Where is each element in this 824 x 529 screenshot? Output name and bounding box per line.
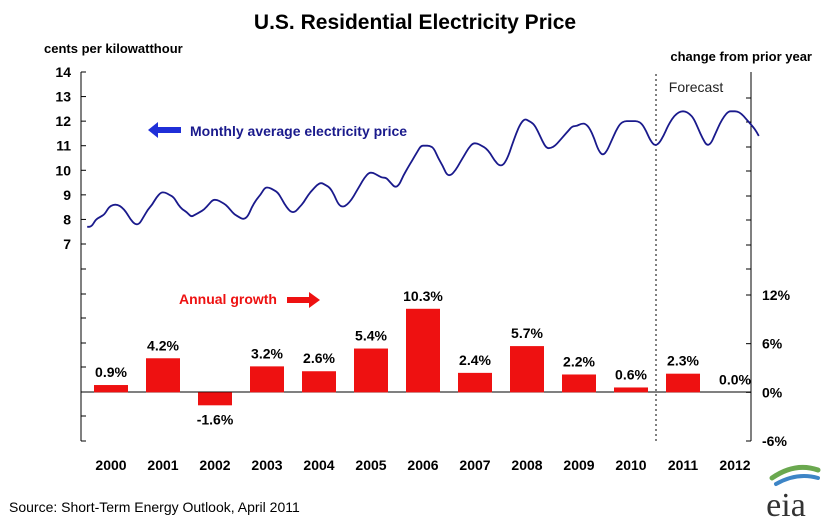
left-tick-label: 9 (63, 187, 71, 203)
growth-bar (614, 387, 648, 393)
growth-bar-label: 10.3% (403, 288, 443, 304)
year-label: 2005 (355, 457, 386, 473)
legend-bars: Annual growth (179, 291, 320, 308)
growth-bar-label: 4.2% (147, 337, 179, 353)
growth-bar (198, 392, 232, 406)
right-axis-label: change from prior year (670, 49, 812, 64)
growth-bar-label: 0.9% (95, 364, 127, 380)
year-labels: 2000 2001 2002 2003 2004 2005 2006 2007 2008 2009… (95, 457, 750, 473)
year-label: 2009 (563, 457, 594, 473)
year-label: 2001 (147, 457, 178, 473)
right-arrow-icon (287, 292, 320, 308)
growth-bar-label: 2.2% (563, 353, 595, 369)
annual-growth-labels: 0.9% 4.2% -1.6% 3.2% 2.6% 5.4% 10.3% 2.4% 5.7% 2.… (95, 288, 751, 428)
growth-bar (250, 366, 284, 393)
legend-line-label: Monthly average electricity price (190, 123, 407, 139)
growth-bar (94, 385, 128, 393)
growth-bar-label: 5.7% (511, 325, 543, 341)
right-tick-label: 0% (762, 384, 783, 400)
growth-bar-label: 3.2% (251, 345, 283, 361)
left-arrow-icon (148, 122, 181, 138)
left-tick-label: 11 (56, 138, 71, 154)
growth-bar (562, 374, 596, 393)
year-label: 2008 (511, 457, 542, 473)
year-label: 2002 (199, 457, 230, 473)
growth-bar (406, 308, 440, 393)
year-label: 2011 (668, 457, 699, 473)
growth-bar (458, 372, 492, 393)
growth-bar-label: 0.6% (615, 366, 647, 382)
year-label: 2007 (459, 457, 490, 473)
year-label: 2006 (407, 457, 438, 473)
chart-title: U.S. Residential Electricity Price (254, 11, 576, 34)
year-label: 2000 (95, 457, 126, 473)
left-axis-label: cents per kilowatthour (44, 41, 183, 56)
year-label: 2004 (303, 457, 334, 473)
right-tick-label: 12% (762, 287, 791, 303)
annual-growth-bars (94, 308, 700, 406)
left-tick-label: 14 (55, 64, 71, 80)
year-label: 2012 (719, 457, 750, 473)
monthly-price-line (87, 110, 760, 228)
legend-bar-label: Annual growth (179, 291, 277, 307)
right-tick-label: 6% (762, 336, 783, 352)
forecast-label: Forecast (669, 79, 724, 95)
growth-bar-label: 5.4% (355, 328, 387, 344)
right-tick-label: -6% (762, 433, 787, 449)
legend-line: Monthly average electricity price (148, 122, 407, 139)
left-tick-label: 10 (55, 162, 71, 178)
left-tick-label: 12 (55, 113, 71, 129)
left-tick-label: 13 (55, 89, 71, 105)
year-label: 2010 (615, 457, 646, 473)
growth-bar-label: 2.3% (667, 353, 699, 369)
source-note: Source: Short-Term Energy Outlook, April… (9, 499, 300, 515)
growth-bar-label: 2.6% (303, 350, 335, 366)
growth-bar (146, 358, 180, 393)
right-axis-ticks: 12% 6% 0% -6% (746, 97, 791, 449)
eia-logo: eia (766, 464, 821, 524)
left-axis-ticks: 14 13 12 11 10 9 8 7 (55, 64, 86, 442)
left-tick-label: 7 (63, 236, 71, 252)
growth-bar (510, 346, 544, 393)
growth-bar-label: 0.0% (719, 371, 751, 387)
growth-bar (302, 371, 336, 393)
growth-bar (354, 348, 388, 393)
growth-bar-label: -1.6% (197, 411, 234, 427)
year-label: 2003 (251, 457, 282, 473)
growth-bar (666, 373, 700, 393)
left-tick-label: 8 (63, 211, 71, 227)
growth-bar-label: 2.4% (459, 352, 491, 368)
eia-logo-text: eia (766, 487, 806, 524)
